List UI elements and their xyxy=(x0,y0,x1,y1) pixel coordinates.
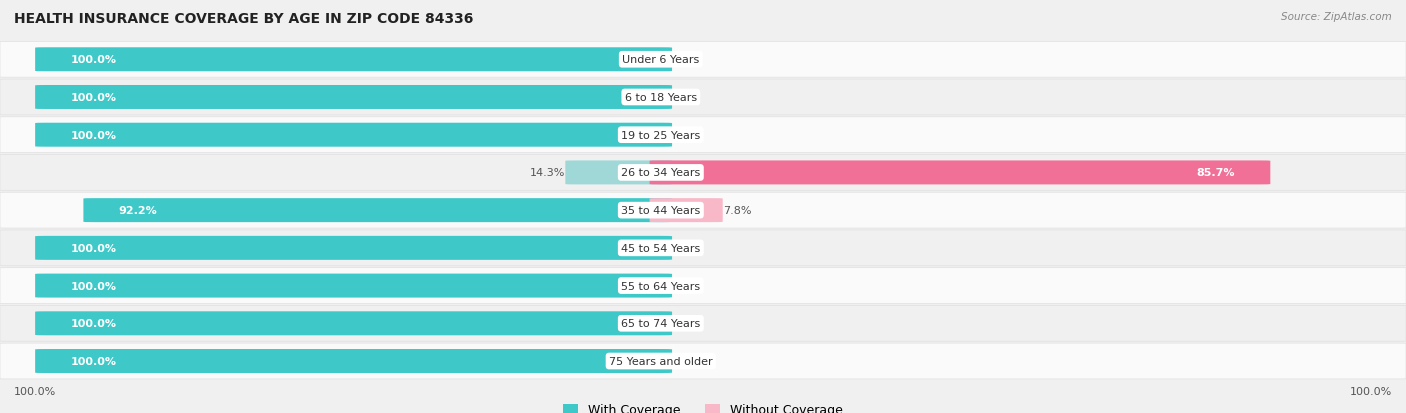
Text: 26 to 34 Years: 26 to 34 Years xyxy=(621,168,700,178)
FancyBboxPatch shape xyxy=(0,42,1406,78)
FancyBboxPatch shape xyxy=(0,118,1406,153)
FancyBboxPatch shape xyxy=(35,48,672,72)
FancyBboxPatch shape xyxy=(565,161,672,185)
Text: 0.0%: 0.0% xyxy=(668,281,696,291)
Text: HEALTH INSURANCE COVERAGE BY AGE IN ZIP CODE 84336: HEALTH INSURANCE COVERAGE BY AGE IN ZIP … xyxy=(14,12,474,26)
Text: 100.0%: 100.0% xyxy=(70,318,117,328)
FancyBboxPatch shape xyxy=(0,268,1406,304)
Text: 100.0%: 100.0% xyxy=(14,387,56,396)
Text: 92.2%: 92.2% xyxy=(118,206,157,216)
FancyBboxPatch shape xyxy=(35,236,672,260)
Text: 0.0%: 0.0% xyxy=(668,243,696,253)
Text: 45 to 54 Years: 45 to 54 Years xyxy=(621,243,700,253)
Text: 0.0%: 0.0% xyxy=(668,131,696,140)
Text: 7.8%: 7.8% xyxy=(723,206,751,216)
Text: 100.0%: 100.0% xyxy=(70,55,117,65)
Text: 65 to 74 Years: 65 to 74 Years xyxy=(621,318,700,328)
Text: 35 to 44 Years: 35 to 44 Years xyxy=(621,206,700,216)
FancyBboxPatch shape xyxy=(83,199,672,223)
FancyBboxPatch shape xyxy=(0,80,1406,116)
FancyBboxPatch shape xyxy=(35,274,672,298)
Text: Source: ZipAtlas.com: Source: ZipAtlas.com xyxy=(1281,12,1392,22)
Text: 6 to 18 Years: 6 to 18 Years xyxy=(624,93,697,103)
Text: Under 6 Years: Under 6 Years xyxy=(623,55,699,65)
Legend: With Coverage, Without Coverage: With Coverage, Without Coverage xyxy=(558,398,848,413)
FancyBboxPatch shape xyxy=(0,306,1406,342)
Text: 0.0%: 0.0% xyxy=(668,318,696,328)
Text: 0.0%: 0.0% xyxy=(668,93,696,103)
Text: 100.0%: 100.0% xyxy=(70,243,117,253)
FancyBboxPatch shape xyxy=(35,123,672,147)
FancyBboxPatch shape xyxy=(35,311,672,335)
Text: 55 to 64 Years: 55 to 64 Years xyxy=(621,281,700,291)
FancyBboxPatch shape xyxy=(0,343,1406,379)
Text: 100.0%: 100.0% xyxy=(70,281,117,291)
FancyBboxPatch shape xyxy=(35,86,672,110)
Text: 19 to 25 Years: 19 to 25 Years xyxy=(621,131,700,140)
FancyBboxPatch shape xyxy=(35,349,672,373)
FancyBboxPatch shape xyxy=(0,155,1406,191)
FancyBboxPatch shape xyxy=(650,161,1271,185)
FancyBboxPatch shape xyxy=(650,199,723,223)
Text: 100.0%: 100.0% xyxy=(70,131,117,140)
FancyBboxPatch shape xyxy=(0,193,1406,228)
FancyBboxPatch shape xyxy=(0,230,1406,266)
Text: 100.0%: 100.0% xyxy=(70,93,117,103)
Text: 14.3%: 14.3% xyxy=(530,168,565,178)
Text: 100.0%: 100.0% xyxy=(70,356,117,366)
Text: 100.0%: 100.0% xyxy=(1350,387,1392,396)
Text: 75 Years and older: 75 Years and older xyxy=(609,356,713,366)
Text: 0.0%: 0.0% xyxy=(668,55,696,65)
Text: 85.7%: 85.7% xyxy=(1197,168,1234,178)
Text: 0.0%: 0.0% xyxy=(668,356,696,366)
